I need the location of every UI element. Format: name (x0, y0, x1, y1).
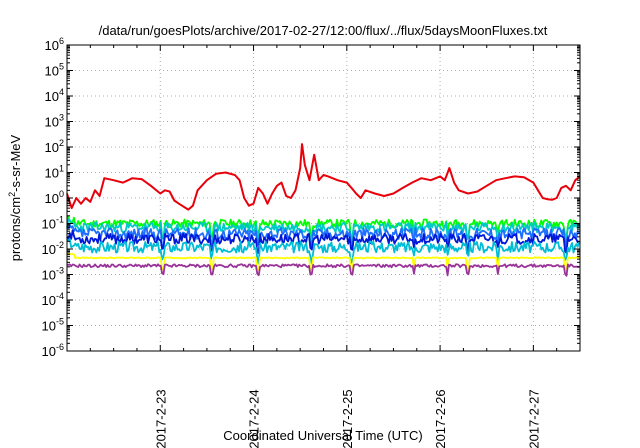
y-tick-label: 10-5 (42, 317, 64, 334)
series-line-1 (66, 218, 580, 245)
x-axis-ticks: 2017-2-23 2017-2-24 2017-2-25 2017-2-26 2017… (89, 45, 581, 448)
y-tick-label: 105 (45, 62, 64, 79)
series-line-4 (66, 238, 580, 265)
series-line-5 (66, 252, 580, 271)
y-tick-label: 104 (45, 87, 64, 104)
x-tick-label: 2017-2-26 (433, 389, 448, 448)
gridlines (67, 45, 580, 351)
y-tick-label: 10-3 (42, 266, 64, 283)
y-tick-label: 10-6 (42, 342, 64, 359)
x-tick-label: 2017-2-23 (153, 389, 168, 448)
y-axis-ticks: 10-6 10-5 10-4 10-3 10-2 10-1 100 101 102 103 104 1… (42, 36, 580, 359)
x-tick-label: 2017-2-24 (247, 389, 262, 448)
series-lines (66, 143, 581, 277)
x-tick-label: 2017-2-27 (526, 389, 541, 448)
y-tick-label: 100 (45, 189, 64, 206)
y-tick-label: 101 (45, 164, 64, 181)
y-tick-label: 103 (45, 113, 64, 130)
y-axis-label: protons/cm2-s-sr-MeV (7, 134, 23, 261)
y-tick-label: 10-2 (42, 240, 64, 257)
chart-title: /data/run/goesPlots/archive/2017-02-27/1… (99, 23, 548, 38)
series-line-6 (66, 263, 580, 277)
y-tick-label: 106 (45, 36, 64, 53)
x-tick-label: 2017-2-25 (340, 389, 355, 448)
y-tick-label: 102 (45, 138, 64, 155)
x-axis-label: Coordinated Universal Time (UTC) (223, 428, 422, 443)
y-tick-label: 10-4 (42, 291, 64, 308)
y-tick-label: 10-1 (42, 215, 64, 232)
series-line-red (66, 143, 581, 211)
